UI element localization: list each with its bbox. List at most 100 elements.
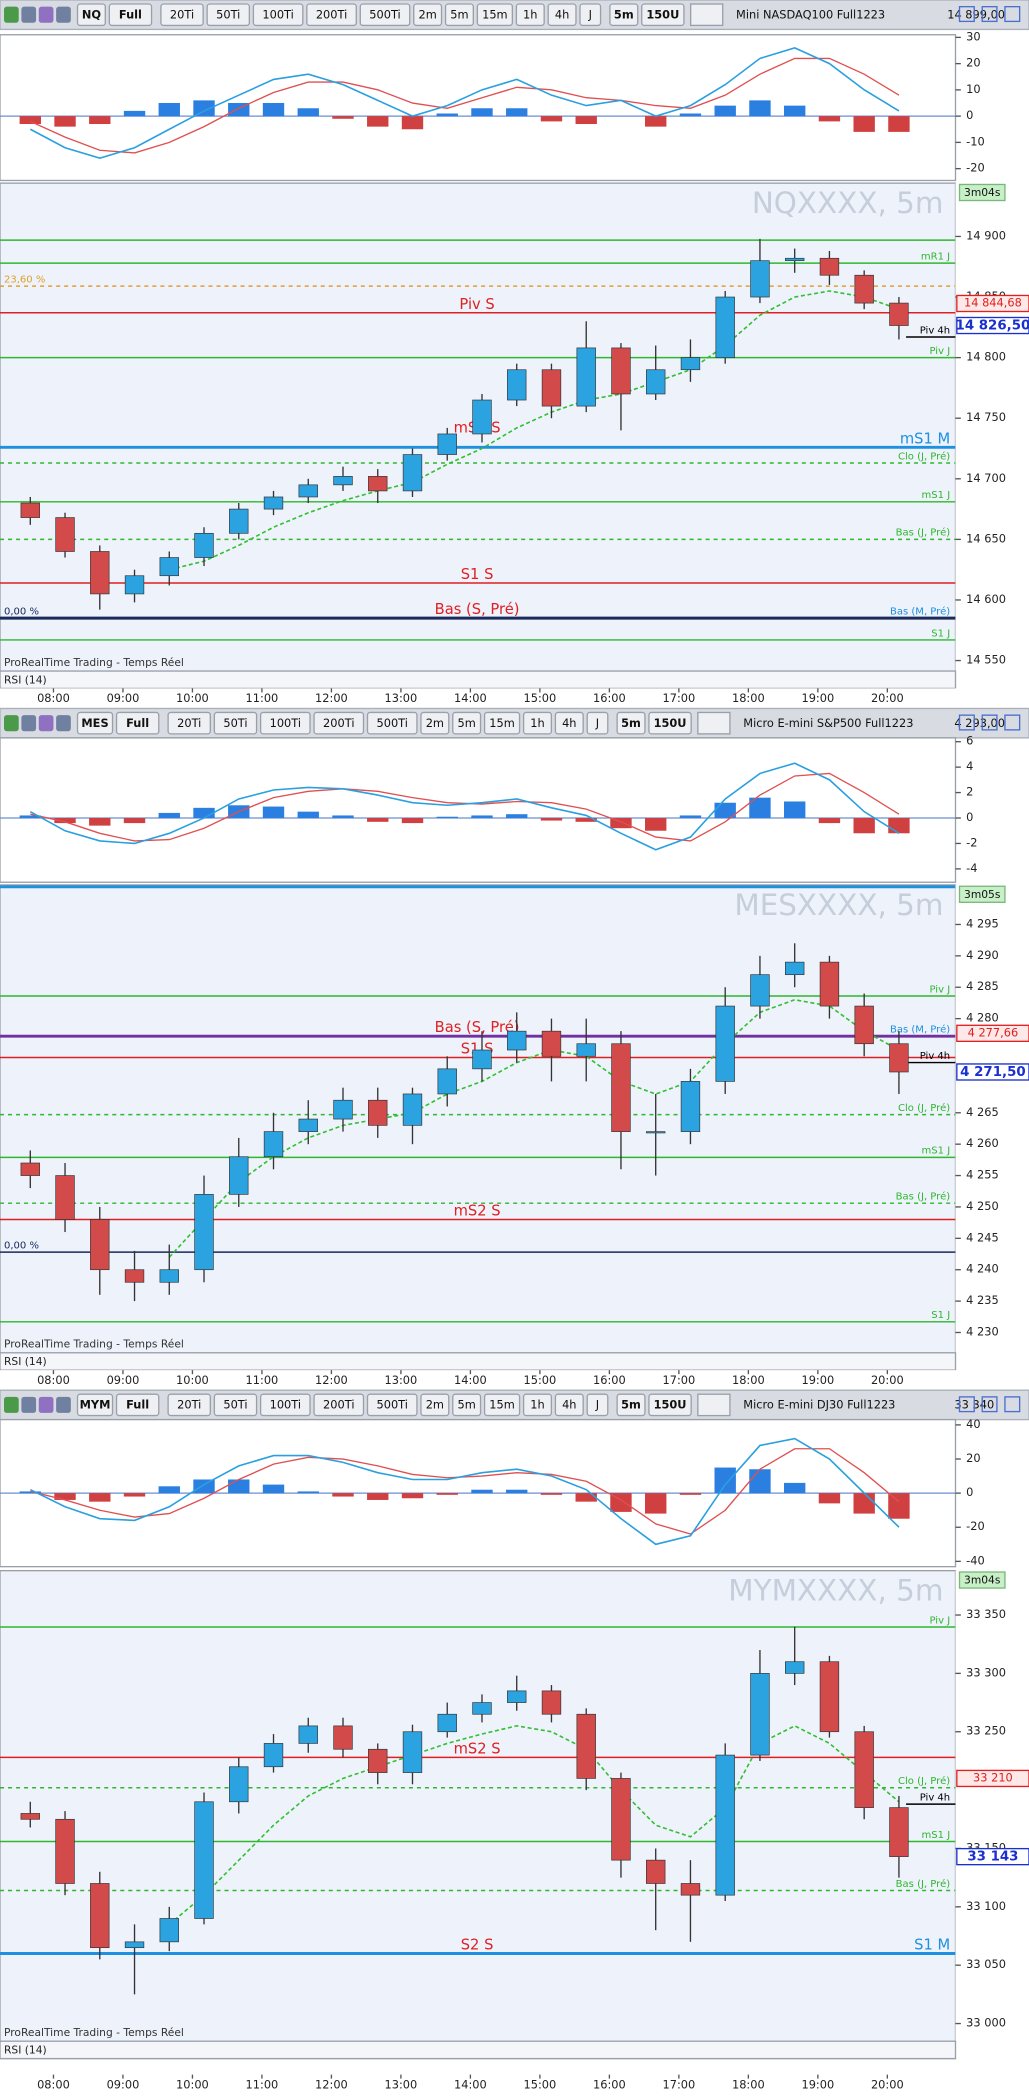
toolbar-button[interactable]	[648, 711, 692, 735]
toolbar-button[interactable]	[108, 3, 153, 27]
toolbar-button-label[interactable]: 200Ti	[323, 716, 354, 730]
toolbar-button-label[interactable]: 5m	[450, 7, 468, 21]
toolbar-icon[interactable]	[38, 6, 54, 23]
toolbar-button[interactable]	[366, 1393, 418, 1417]
toolbar-button-label[interactable]: 4h	[562, 1398, 576, 1412]
toolbar-button-label[interactable]: 2m	[418, 7, 436, 21]
toolbar-button-label[interactable]: 1h	[523, 7, 537, 21]
toolbar-button-label[interactable]: 5m	[458, 1398, 476, 1412]
toolbar-button[interactable]	[554, 1393, 584, 1417]
toolbar-button-label[interactable]: 5m	[621, 1398, 641, 1412]
window-control[interactable]	[981, 714, 998, 731]
toolbar-icon[interactable]	[4, 1396, 19, 1413]
indicator-icon[interactable]	[697, 1393, 731, 1417]
toolbar-button-label[interactable]: 500Ti	[377, 1398, 408, 1412]
toolbar-icon[interactable]	[56, 6, 71, 23]
toolbar-button[interactable]	[483, 711, 521, 735]
toolbar-button[interactable]	[213, 1393, 258, 1417]
window-control[interactable]	[1004, 6, 1021, 23]
toolbar-button-label[interactable]: 5m	[458, 716, 476, 730]
toolbar-button-label[interactable]: 5m	[614, 7, 634, 21]
toolbar-button-label[interactable]: MYM	[80, 1398, 111, 1412]
toolbar-button-label[interactable]: Full	[126, 716, 149, 730]
toolbar-button[interactable]	[76, 1393, 114, 1417]
toolbar-button[interactable]	[420, 711, 450, 735]
toolbar-icon[interactable]	[56, 1396, 71, 1413]
toolbar-button[interactable]	[420, 1393, 450, 1417]
toolbar-icon[interactable]	[21, 1396, 37, 1413]
toolbar-button[interactable]	[76, 3, 106, 27]
toolbar-button-label[interactable]: MES	[81, 716, 108, 730]
toolbar-button[interactable]	[259, 1393, 311, 1417]
toolbar-button[interactable]	[313, 1393, 365, 1417]
toolbar-button-label[interactable]: 4h	[562, 716, 576, 730]
toolbar-button-label[interactable]: 100Ti	[270, 1398, 301, 1412]
toolbar-button[interactable]	[476, 3, 514, 27]
toolbar-icon[interactable]	[4, 6, 19, 23]
toolbar-button-label[interactable]: 150U	[646, 7, 679, 21]
toolbar-button-label[interactable]: 150U	[654, 1398, 687, 1412]
toolbar-button[interactable]	[359, 3, 411, 27]
toolbar-icon[interactable]	[4, 715, 19, 732]
toolbar-button[interactable]	[522, 711, 553, 735]
indicator-name[interactable]: RSI (14)	[4, 1355, 47, 1368]
toolbar-button[interactable]	[444, 3, 475, 27]
indicator-icon[interactable]	[689, 3, 724, 27]
toolbar-button[interactable]	[616, 711, 646, 735]
toolbar-button[interactable]	[547, 3, 577, 27]
toolbar-button-label[interactable]: 200Ti	[323, 1398, 354, 1412]
toolbar-button-label[interactable]: 2m	[426, 716, 444, 730]
toolbar-button-label[interactable]: 20Ti	[177, 1398, 201, 1412]
toolbar-button[interactable]	[115, 1393, 160, 1417]
toolbar-button[interactable]	[366, 711, 418, 735]
toolbar-button-label[interactable]: 50Ti	[216, 7, 240, 21]
toolbar-button-label[interactable]: 1h	[530, 1398, 544, 1412]
toolbar-button[interactable]	[213, 711, 258, 735]
toolbar-button[interactable]	[167, 711, 212, 735]
toolbar-icon[interactable]	[56, 715, 71, 732]
window-control[interactable]	[981, 1396, 998, 1413]
toolbar-button-label[interactable]: 5m	[621, 716, 641, 730]
window-control[interactable]	[958, 1396, 975, 1413]
toolbar-button-label[interactable]: J	[595, 716, 599, 730]
toolbar-icon[interactable]	[21, 6, 37, 23]
toolbar-button[interactable]	[483, 1393, 521, 1417]
toolbar-button[interactable]	[648, 1393, 692, 1417]
toolbar-button-label[interactable]: Full	[126, 1398, 149, 1412]
toolbar-button[interactable]	[252, 3, 304, 27]
indicator-icon[interactable]	[697, 711, 731, 735]
toolbar-button-label[interactable]: 4h	[555, 7, 569, 21]
toolbar-button-label[interactable]: 150U	[654, 716, 687, 730]
toolbar-button[interactable]	[167, 1393, 212, 1417]
window-control[interactable]	[958, 714, 975, 731]
toolbar-button[interactable]	[522, 1393, 553, 1417]
toolbar-button[interactable]	[115, 711, 160, 735]
toolbar-button-label[interactable]: 100Ti	[262, 7, 293, 21]
toolbar-button[interactable]	[313, 711, 365, 735]
toolbar-icon[interactable]	[38, 715, 54, 732]
toolbar-button-label[interactable]: J	[595, 1398, 599, 1412]
toolbar-button[interactable]	[609, 3, 639, 27]
toolbar-button[interactable]	[413, 3, 443, 27]
toolbar-button[interactable]	[206, 3, 251, 27]
toolbar-button-label[interactable]: J	[588, 7, 592, 21]
window-control[interactable]	[1004, 1396, 1021, 1413]
toolbar-button-label[interactable]: 50Ti	[223, 716, 247, 730]
toolbar-button-label[interactable]: NQ	[82, 7, 102, 21]
toolbar-button-label[interactable]: 15m	[489, 1398, 515, 1412]
toolbar-button[interactable]	[554, 711, 584, 735]
toolbar-button-label[interactable]: 500Ti	[377, 716, 408, 730]
toolbar-button-label[interactable]: 100Ti	[270, 716, 301, 730]
indicator-name[interactable]: RSI (14)	[4, 673, 47, 686]
toolbar-button[interactable]	[579, 3, 602, 27]
window-control[interactable]	[981, 6, 998, 23]
toolbar-button[interactable]	[452, 711, 482, 735]
toolbar-button[interactable]	[76, 711, 114, 735]
toolbar-button[interactable]	[586, 711, 609, 735]
indicator-name[interactable]: RSI (14)	[4, 2044, 47, 2057]
toolbar-button-label[interactable]: 50Ti	[223, 1398, 247, 1412]
toolbar-button[interactable]	[515, 3, 545, 27]
toolbar-button-label[interactable]: 200Ti	[316, 7, 347, 21]
toolbar-button-label[interactable]: 15m	[482, 7, 508, 21]
toolbar-button-label[interactable]: 1h	[530, 716, 544, 730]
